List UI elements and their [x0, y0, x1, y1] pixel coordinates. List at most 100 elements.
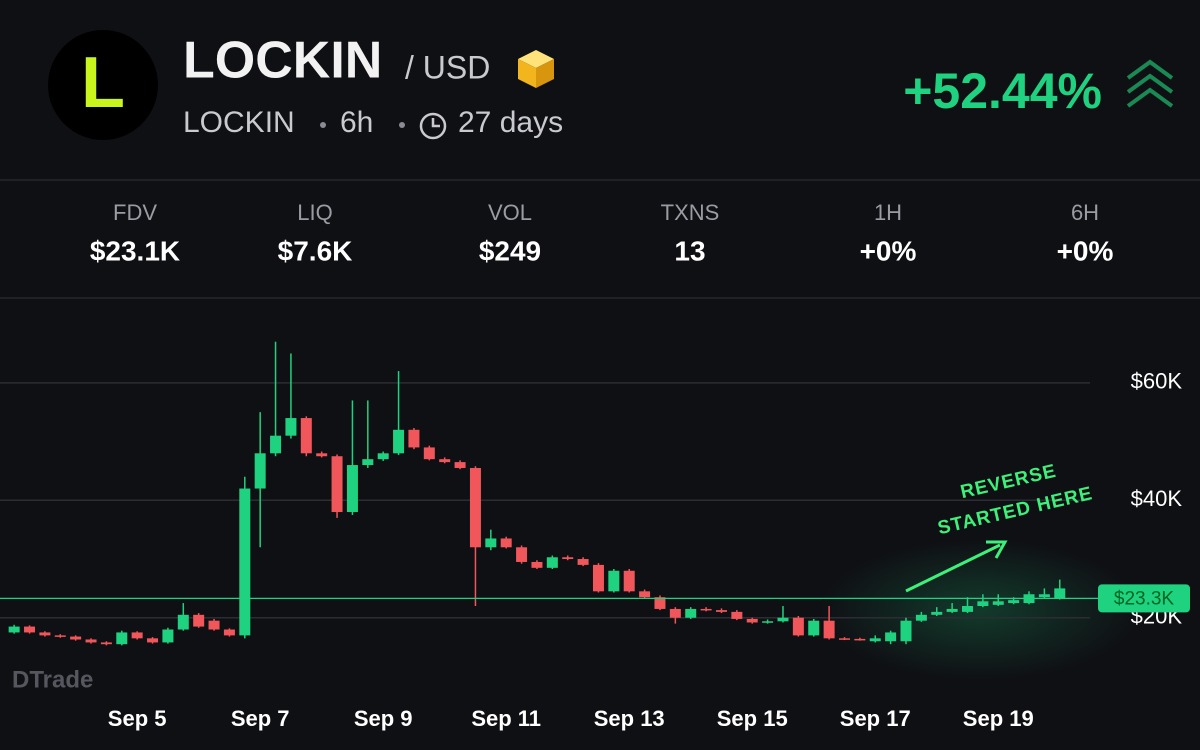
candle-body: [700, 608, 712, 611]
candle-body: [762, 621, 774, 623]
stat-value: $7.6K: [278, 235, 353, 266]
separator: [399, 122, 405, 128]
candle-body: [592, 564, 604, 592]
candle-body: [454, 462, 466, 468]
candle-body: [792, 617, 804, 636]
candle-body: [731, 611, 743, 619]
candle-body: [223, 629, 235, 636]
candle-body: [485, 538, 497, 548]
y-tick-label: $40K: [1131, 486, 1183, 511]
x-tick-label: Sep 13: [594, 706, 665, 731]
candle-body: [1038, 594, 1050, 598]
price-change: +52.44%: [903, 63, 1102, 119]
candle-body: [177, 614, 189, 630]
candle-body: [531, 561, 543, 568]
candle-body: [885, 632, 897, 642]
quote: / USD: [405, 49, 490, 85]
candle-body: [992, 601, 1004, 605]
subtitle-name: LOCKIN: [183, 106, 295, 139]
candle-body: [147, 638, 159, 643]
stat-value: 13: [674, 235, 705, 266]
candle-body: [546, 557, 558, 568]
candle-body: [254, 453, 266, 489]
candle-body: [562, 557, 574, 560]
candle-body: [270, 435, 282, 454]
candle-body: [439, 459, 451, 463]
candle-body: [962, 606, 974, 612]
logo-letter: L: [81, 43, 125, 123]
candle-body: [854, 638, 866, 641]
candle-body: [131, 632, 143, 639]
candle-body: [393, 429, 405, 454]
stat-value: +0%: [860, 235, 917, 266]
candle-body: [85, 639, 97, 643]
candle-body: [300, 418, 312, 454]
annotation-arrow: [905, 540, 1008, 593]
cube-icon: [518, 50, 554, 88]
candle-body: [808, 620, 820, 636]
candle-body: [346, 465, 358, 513]
candle-body: [408, 429, 420, 448]
candle-body: [869, 638, 881, 642]
candle-body: [946, 608, 958, 612]
stat-value: +0%: [1057, 235, 1114, 266]
candle-body: [900, 620, 912, 642]
candle-body: [915, 614, 927, 621]
candle-body: [715, 610, 727, 612]
token-title: LOCKIN: [183, 32, 382, 90]
clock-icon: [419, 112, 447, 140]
candle-body: [1054, 588, 1066, 599]
stat-label: 1H: [874, 200, 902, 225]
candle-body: [423, 447, 435, 460]
candle-body: [24, 626, 36, 633]
x-tick-label: Sep 11: [471, 706, 541, 731]
candle-body: [608, 570, 620, 592]
stat-label: LIQ: [297, 200, 332, 225]
candle-body: [669, 608, 681, 618]
candle-body: [838, 638, 850, 640]
candle-body: [1008, 600, 1020, 604]
candle-body: [8, 626, 20, 633]
x-tick-label: Sep 7: [231, 706, 290, 731]
up-chevrons: [1126, 59, 1174, 108]
candle-body: [623, 570, 635, 592]
subtitle-interval: 6h: [340, 106, 373, 139]
candle-body: [54, 635, 66, 637]
price-tag: [1098, 584, 1190, 613]
x-tick-label: Sep 5: [108, 706, 167, 731]
candle-body: [746, 618, 758, 623]
watermark: DTrade: [12, 666, 93, 693]
candle-body: [823, 620, 835, 639]
x-tick-label: Sep 17: [840, 706, 911, 731]
candle-body: [100, 642, 112, 645]
candle-body: [70, 636, 82, 640]
candle-body: [285, 418, 297, 436]
candle-body: [116, 632, 128, 645]
candle-body: [469, 467, 481, 548]
candle-body: [516, 547, 528, 562]
candle-body: [362, 459, 374, 466]
stat-label: FDV: [113, 200, 157, 225]
subtitle-age: 27 days: [458, 106, 563, 139]
y-tick-label: $60K: [1131, 369, 1183, 394]
candle-body: [39, 632, 51, 636]
x-tick-label: Sep 15: [717, 706, 788, 731]
x-tick-label: Sep 9: [354, 706, 413, 731]
candle-body: [316, 453, 328, 457]
candle-body: [500, 538, 512, 548]
candle-body: [977, 601, 989, 607]
candle-body: [654, 597, 666, 609]
stat-value: $249: [479, 235, 541, 266]
logo: [48, 30, 158, 140]
candle-body: [193, 614, 205, 627]
stat-label: VOL: [488, 200, 532, 225]
price-tag-label: $23.3K: [1114, 588, 1175, 609]
separator: [320, 122, 326, 128]
candle-body: [577, 559, 589, 565]
stat-label: TXNS: [661, 200, 720, 225]
candle-body: [239, 488, 251, 636]
stat-value: $23.1K: [90, 235, 180, 266]
glow: [820, 540, 1140, 680]
